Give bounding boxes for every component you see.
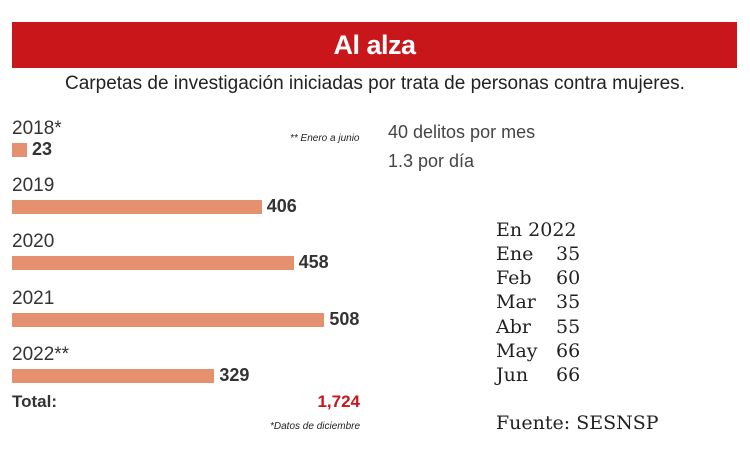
bar xyxy=(12,256,294,270)
month-label: May xyxy=(496,339,538,362)
title-banner: Al alza xyxy=(12,22,737,68)
stat-per-month: 40 delitos por mes xyxy=(388,122,536,142)
total-value: 1,724 xyxy=(317,392,360,411)
bar xyxy=(12,143,27,157)
stat-per-day: 1.3 por día xyxy=(388,151,475,171)
month-value: 35 xyxy=(556,291,581,314)
bar-value-label: 329 xyxy=(219,365,250,385)
monthly-heading: En 2022 xyxy=(496,219,577,241)
month-label: Feb xyxy=(496,267,532,290)
month-value: 60 xyxy=(556,267,581,290)
bar xyxy=(12,199,262,214)
year-label: 2019 xyxy=(12,174,55,196)
bar xyxy=(12,312,325,327)
year-label: 2021 xyxy=(12,287,55,309)
month-label: Abr xyxy=(496,315,531,338)
month-value: 35 xyxy=(556,243,581,265)
subtitle: Carpetas de investigación iniciadas por … xyxy=(65,73,685,94)
year-label: 2020 xyxy=(12,231,55,252)
bar-value-label: 406 xyxy=(266,195,297,216)
total-label: Total: xyxy=(12,392,58,411)
bar xyxy=(12,369,215,383)
bar-value-label: 458 xyxy=(298,252,329,272)
month-label: Mar xyxy=(496,291,536,314)
month-value: 66 xyxy=(556,339,581,362)
note-diciembre: *Datos de diciembre xyxy=(270,421,361,432)
bar-value-label: 23 xyxy=(32,139,53,159)
title: Al alza xyxy=(333,29,416,60)
month-label: Ene xyxy=(496,243,534,265)
year-label: 2022** xyxy=(12,344,70,365)
month-value: 66 xyxy=(556,364,581,386)
month-value: 55 xyxy=(556,315,581,338)
bar-value-label: 508 xyxy=(329,308,360,329)
year-label: 2018* xyxy=(12,118,62,139)
source: Fuente: SESNSP xyxy=(496,412,659,434)
note-enero-junio: ** Enero a junio xyxy=(290,133,360,144)
month-label: Jun xyxy=(496,364,529,386)
